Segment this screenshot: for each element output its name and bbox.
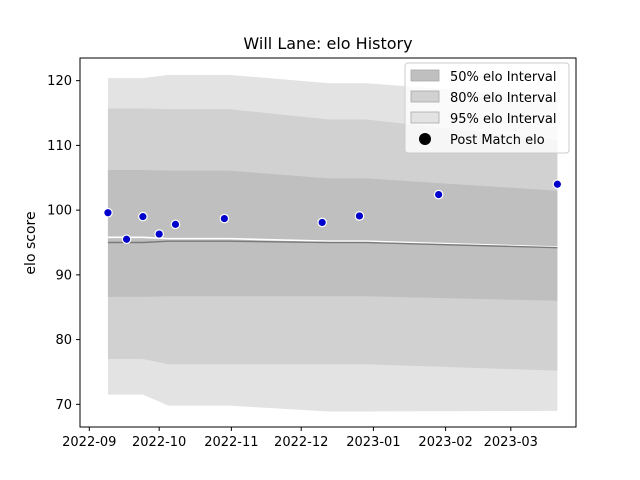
y-tick-label: 80: [55, 333, 72, 348]
legend-swatch: [410, 111, 440, 124]
data-point: [433, 189, 444, 200]
legend-label: 80% elo Interval: [450, 91, 557, 106]
y-tick-label: 100: [47, 204, 72, 219]
mean-line-light: [107, 236, 558, 248]
y-axis-label: elo score: [23, 211, 39, 274]
data-point: [219, 213, 230, 224]
legend-box: [404, 62, 570, 154]
legend-marker: [419, 133, 431, 145]
data-point: [103, 207, 113, 218]
y-tick-label: 110: [47, 139, 72, 154]
mean-lines: [107, 236, 558, 249]
data-point: [138, 211, 148, 222]
plot-frame: [79, 57, 577, 428]
legend-swatch: [410, 90, 440, 103]
mean-line-dark: [107, 240, 558, 249]
x-tick-label: 2022-09: [62, 435, 116, 450]
axes: 70 80 90 100 110 120 2022-09 2022-10 2022-11 2022…: [47, 57, 577, 450]
band-50-elo-interval: [107, 169, 558, 301]
x-tick-label: 2023-01: [346, 435, 400, 450]
legend-swatch: [410, 69, 440, 82]
x-tick-label: 2023-03: [484, 435, 538, 450]
data-point: [354, 211, 365, 221]
x-tick-label: 2023-02: [418, 435, 472, 450]
x-tick-label: 2022-10: [132, 435, 186, 450]
y-tick-label: 90: [55, 268, 72, 283]
x-tick-label: 2022-11: [204, 435, 258, 450]
legend-label: 50% elo Interval: [450, 70, 557, 85]
data-point: [170, 219, 181, 230]
y-tick-label: 70: [55, 398, 72, 413]
post-match-points: [103, 179, 563, 245]
data-point: [154, 229, 164, 239]
data-point: [121, 234, 132, 245]
legend: 50% elo Interval 80% elo Interval 95% elo …: [404, 62, 570, 154]
chart-title: Will Lane: elo History: [243, 34, 412, 53]
legend-label: 95% elo Interval: [450, 112, 557, 127]
y-tick-label: 120: [47, 74, 72, 89]
x-tick-label: 2022-12: [274, 435, 328, 450]
data-point: [317, 217, 327, 228]
data-point: [552, 179, 563, 190]
legend-label: Post Match elo: [450, 133, 545, 148]
